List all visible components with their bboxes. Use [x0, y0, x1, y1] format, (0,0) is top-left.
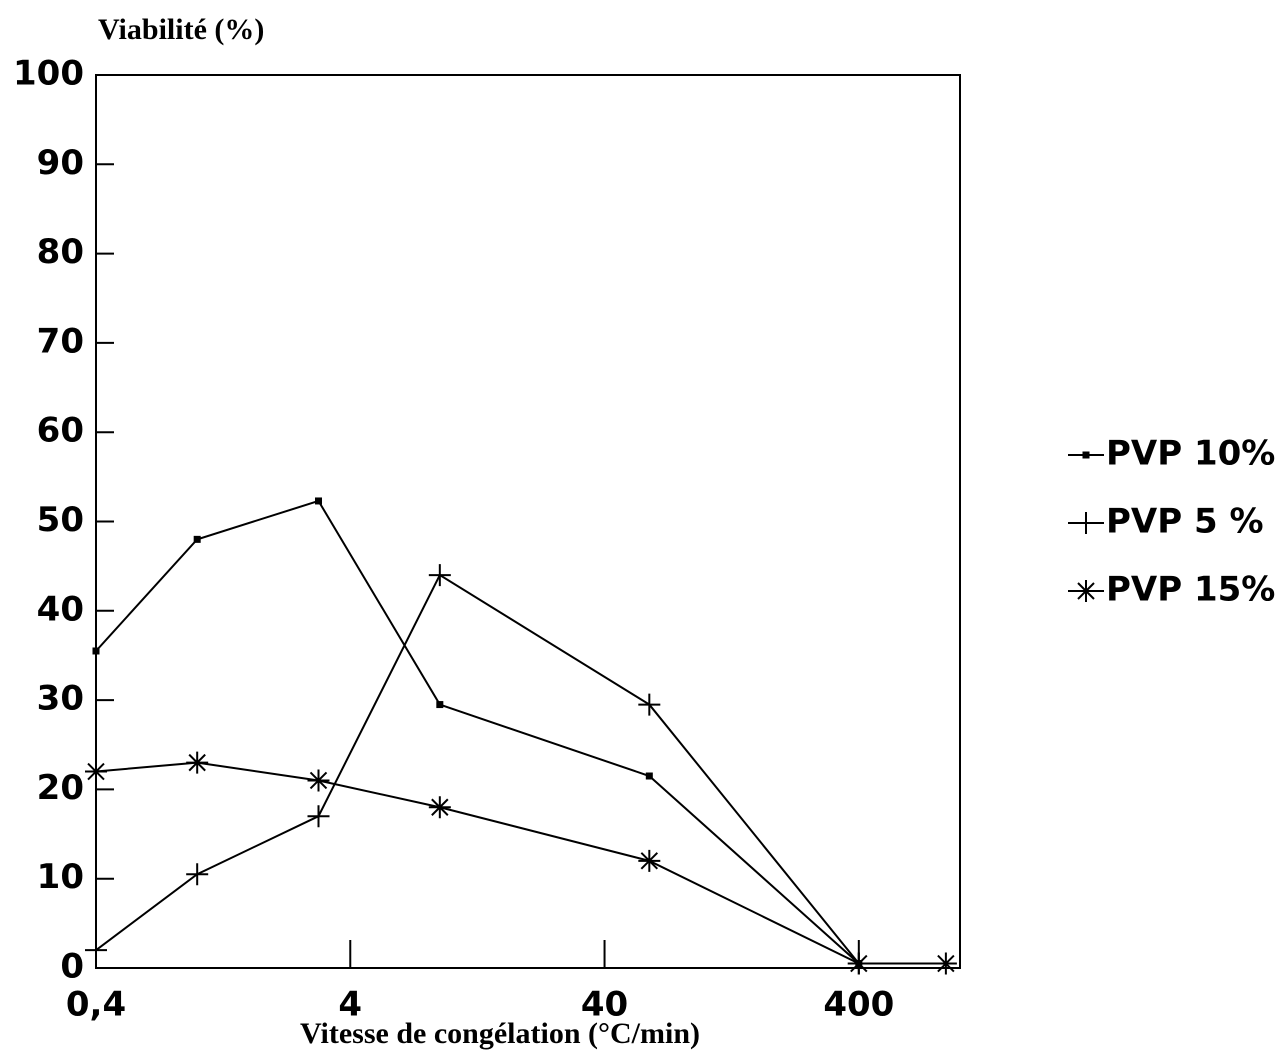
- marker: [436, 701, 444, 709]
- marker: [85, 939, 107, 962]
- x-tick-label: 400: [823, 985, 894, 1025]
- y-tick-label: 80: [37, 232, 84, 272]
- y-tick-label: 30: [37, 679, 84, 719]
- marker: [85, 760, 107, 783]
- y-tick-label: 20: [37, 768, 84, 808]
- x-tick-label: 0,4: [66, 985, 126, 1025]
- marker: [193, 535, 201, 543]
- x-tick-label: 4: [338, 985, 362, 1025]
- legend-label: PVP 10%: [1106, 434, 1275, 474]
- marker: [645, 772, 653, 780]
- marker: [428, 796, 451, 819]
- legend-label: PVP 5 %: [1106, 502, 1264, 542]
- marker: [307, 769, 330, 792]
- legend-marker: [1082, 451, 1090, 459]
- legend-marker: [1075, 580, 1097, 602]
- x-tick-label: 40: [581, 985, 628, 1025]
- series-line: [95, 761, 946, 965]
- marker: [186, 863, 209, 886]
- plot-frame: [95, 74, 961, 969]
- legend-marker: [1075, 512, 1097, 534]
- series-line: [95, 499, 860, 965]
- legend-label: PVP 15%: [1106, 570, 1275, 610]
- x-axis-label: Vitesse de congélation (°C/min): [300, 1017, 700, 1050]
- marker: [186, 751, 209, 774]
- marker: [934, 952, 957, 975]
- marker: [307, 805, 330, 828]
- marker: [428, 564, 451, 587]
- y-tick-label: 50: [37, 500, 84, 540]
- y-tick-label: 100: [13, 54, 84, 94]
- marker: [92, 647, 100, 655]
- y-tick-label: 70: [37, 321, 84, 361]
- marker: [315, 497, 323, 505]
- chart-title: Viabilité (%): [98, 13, 264, 46]
- series-line: [95, 573, 860, 965]
- marker: [847, 952, 870, 975]
- marker: [638, 849, 661, 872]
- y-tick-label: 90: [37, 143, 84, 183]
- y-tick-label: 10: [37, 857, 84, 897]
- y-tick-label: 0: [60, 947, 84, 987]
- marker: [638, 693, 661, 716]
- y-tick-label: 40: [37, 589, 84, 629]
- y-tick-label: 60: [37, 411, 84, 451]
